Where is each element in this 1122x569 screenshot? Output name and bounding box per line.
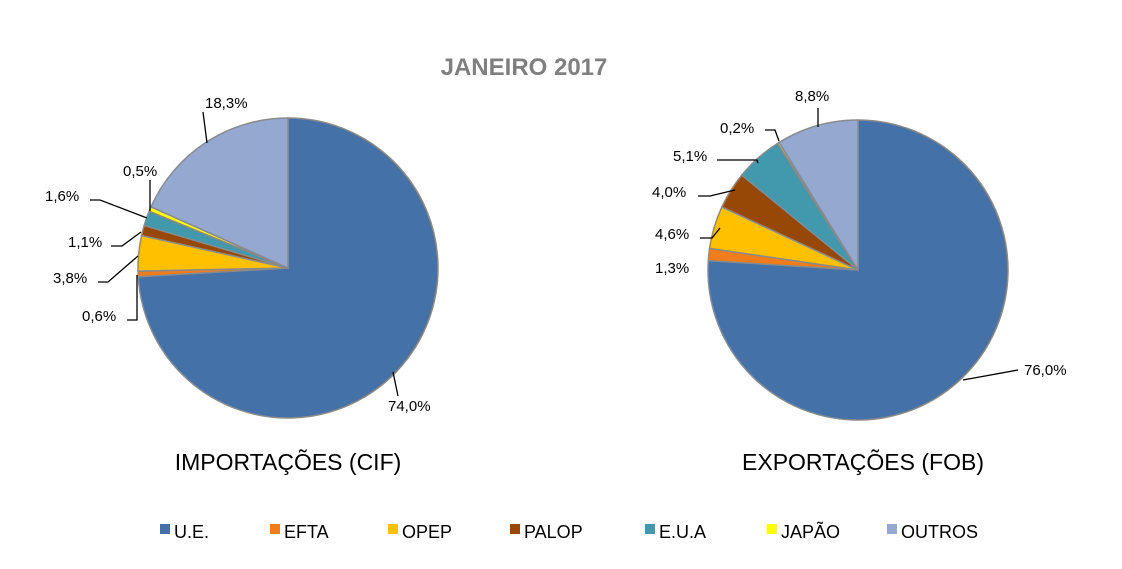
pie-exportacoes: [707, 119, 1009, 421]
pie-importacoes: [137, 117, 439, 419]
data-label: 3,8%: [53, 270, 87, 287]
leader-line: [111, 231, 142, 247]
leader-line: [127, 275, 138, 321]
legend-swatch: [767, 524, 777, 534]
data-label: 74,0%: [388, 398, 431, 415]
leader-line: [717, 159, 759, 164]
legend-item-label: JAPÃO: [781, 521, 840, 542]
leader-line: [392, 371, 399, 397]
pie-title-exportacoes: EXPORTAÇÕES (FOB): [742, 448, 984, 475]
legend-item-label: EFTA: [284, 522, 329, 542]
leader-line: [202, 111, 208, 144]
data-label: 0,6%: [82, 308, 116, 325]
legend-item-label: OUTROS: [901, 522, 978, 542]
data-label: 76,0%: [1024, 362, 1067, 379]
data-label: 5,1%: [673, 148, 707, 165]
leader-line: [765, 129, 780, 142]
data-label: 1,3%: [655, 260, 689, 277]
legend-item-label: U.E.: [174, 522, 209, 542]
legend-swatch: [887, 524, 897, 534]
legend-swatch: [645, 524, 655, 534]
data-label: 1,1%: [68, 234, 102, 251]
chart-title: JANEIRO 2017: [441, 54, 608, 81]
pie-slice-outros: [778, 119, 859, 273]
legend-item-label: OPEP: [402, 522, 452, 542]
leader-line: [962, 369, 1019, 381]
legend-swatch: [160, 524, 170, 534]
pie-slice-ue: [707, 119, 1009, 421]
data-label: 1,6%: [45, 188, 79, 205]
data-label: 4,6%: [655, 226, 689, 243]
legend-item-label: PALOP: [524, 522, 583, 542]
legend-item-label: E.U.A: [659, 522, 706, 542]
leader-line: [90, 199, 148, 219]
data-label: 8,8%: [795, 88, 829, 105]
leader-line: [98, 255, 139, 283]
data-label: 4,0%: [652, 184, 686, 201]
legend: U.E. EFTA OPEP PALOP E.U.A JAPÃO OUTROS: [160, 521, 978, 542]
data-label: 0,5%: [123, 163, 157, 180]
leader-line: [698, 189, 736, 197]
legend-swatch: [270, 524, 280, 534]
legend-swatch: [388, 524, 398, 534]
legend-swatch: [510, 524, 520, 534]
pie-title-importacoes: IMPORTAÇÕES (CIF): [175, 448, 402, 475]
data-label: 18,3%: [205, 95, 248, 112]
data-label: 0,2%: [720, 120, 754, 137]
leader-line: [700, 227, 721, 239]
